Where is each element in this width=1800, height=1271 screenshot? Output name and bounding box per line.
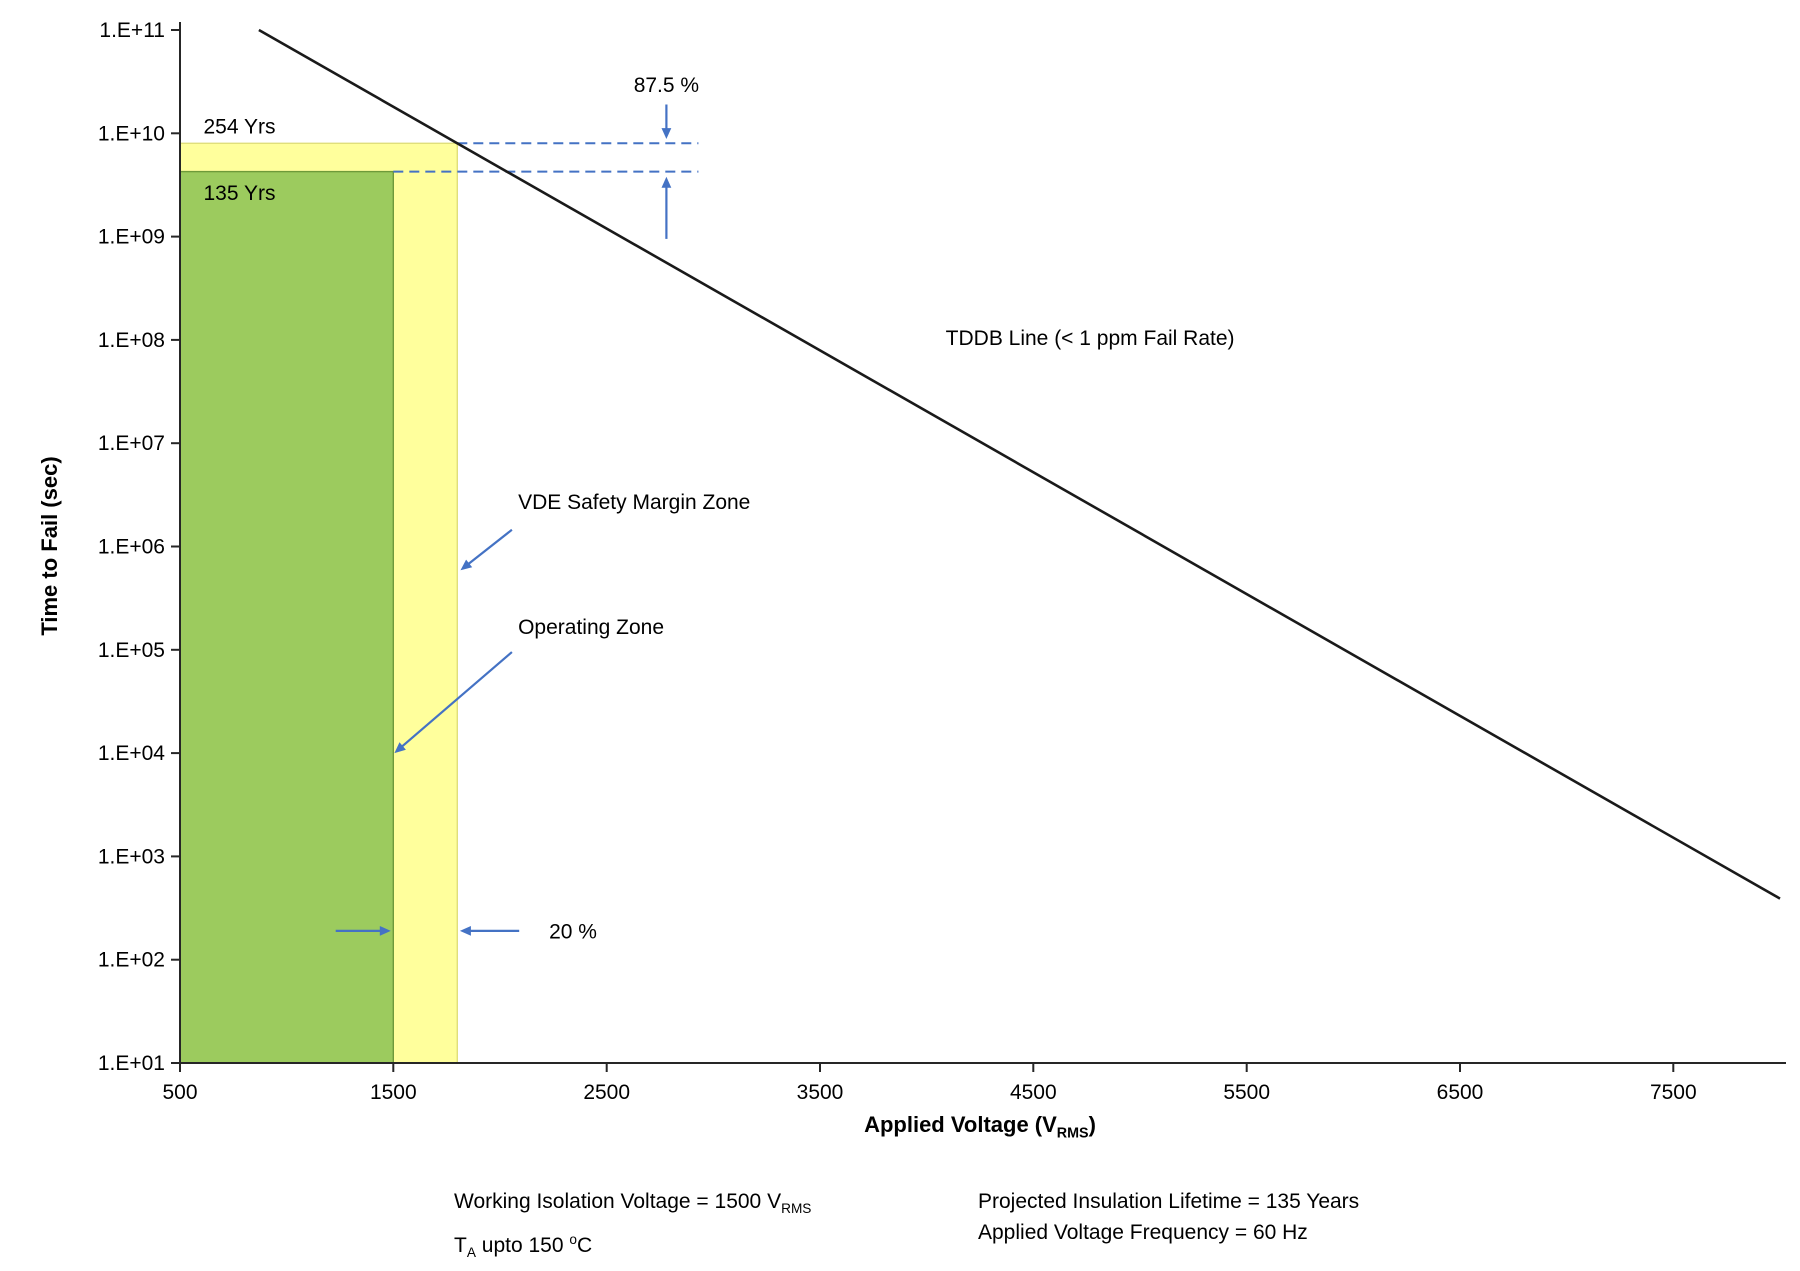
label-135-yrs: 135 Yrs [204,182,276,205]
working-isolation-voltage-text: Working Isolation Voltage = 1500 VRMS [454,1186,811,1224]
label-vde-safety-margin-zone: VDE Safety Margin Zone [518,491,750,514]
arrow-87-5-up-head [661,176,672,188]
x-tick-label: 4500 [1010,1081,1057,1104]
label-87-5-percent: 87.5 % [634,74,699,97]
y-axis-title: Time to Fail (sec) [37,456,62,636]
x-axis-title-text: Applied Voltage (V [864,1112,1057,1137]
label-operating-zone: Operating Zone [518,616,664,639]
label-tddb-line: TDDB Line (< 1 ppm Fail Rate) [946,327,1235,350]
projected-lifetime-text: Projected Insulation Lifetime = 135 Year… [978,1190,1360,1213]
y-tick-label: 1.E+06 [98,536,165,559]
y-tick-label: 1.E+03 [98,845,165,868]
footer-left: Working Isolation Voltage = 1500 VRMS TA… [454,1186,811,1268]
x-axis-title: Applied Voltage (VRMS) [864,1112,1096,1141]
y-tick-label: 1.E+02 [98,949,165,972]
y-tick-label: 1.E+08 [98,329,165,352]
arrow-20-percent-right-head [379,926,391,936]
x-axis-title-subscript: RMS [1056,1125,1089,1142]
x-tick-label: 7500 [1650,1081,1697,1104]
y-tick-label: 1.E+07 [98,432,165,455]
x-tick-label: 3500 [797,1081,844,1104]
x-axis-title-end: ) [1088,1112,1096,1137]
tddb-line [258,28,1781,900]
y-tick-label: 1.E+11 [99,19,165,42]
text-part: upto 150 [475,1234,570,1258]
footer-right: Projected Insulation Lifetime = 135 Year… [978,1186,1359,1248]
rms-subscript: RMS [781,1201,812,1217]
arrow-20-percent-left-head [459,926,471,936]
operating-zone [179,170,395,1064]
x-tick-label: 5500 [1223,1081,1270,1104]
x-tick-label: 1500 [370,1081,417,1104]
voltage-frequency-text: Applied Voltage Frequency = 60 Hz [978,1221,1308,1244]
text-part: T [454,1234,467,1258]
x-tick-label: 500 [162,1081,197,1104]
arrow-vde-safety-margin-shaft [466,528,513,566]
degree-symbol: o [569,1232,577,1248]
arrow-operating-zone-shaft [400,651,513,749]
arrow-87-5-down-head [661,128,672,139]
text-part: C [576,1234,593,1258]
text-part: Working Isolation Voltage = 1500 V [454,1190,782,1213]
y-tick-label: 1.E+10 [98,122,165,145]
y-tick-label: 1.E+04 [98,742,165,765]
x-tick-label: 6500 [1437,1081,1484,1104]
y-tick-label: 1.E+09 [98,226,165,249]
label-254-yrs: 254 Yrs [204,115,276,138]
arrow-operating-zone-head [394,742,406,754]
y-tick-label: 1.E+05 [98,639,165,662]
x-tick-label: 2500 [583,1081,630,1104]
ambient-temperature-text: TA upto 150 oC [454,1224,811,1268]
y-tick-label: 1.E+01 [98,1052,165,1075]
label-20-percent: 20 % [549,921,597,944]
arrow-vde-safety-margin-head [460,559,473,571]
ambient-subscript: A [466,1245,476,1261]
